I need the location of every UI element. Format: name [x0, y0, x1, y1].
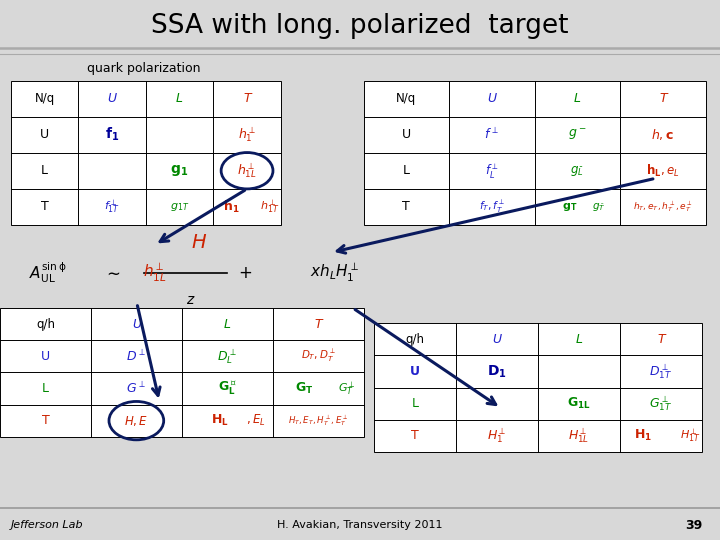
Text: $G^\perp$: $G^\perp$	[127, 381, 146, 396]
Text: L: L	[41, 164, 48, 177]
Text: $H, E$: $H, E$	[125, 414, 148, 428]
Text: $g_{1T}$: $g_{1T}$	[170, 201, 189, 213]
Text: quark polarization: quark polarization	[87, 62, 201, 75]
Text: $\mathbf{h_L}, e_L$: $\mathbf{h_L}, e_L$	[646, 163, 680, 179]
Text: $\mathbf{G_L^\perp}$: $\mathbf{G_L^\perp}$	[218, 380, 237, 397]
Text: U: U	[487, 92, 496, 105]
Text: $\mathbf{G_T}$: $\mathbf{G_T}$	[294, 381, 313, 396]
Text: H. Avakian, Transversity 2011: H. Avakian, Transversity 2011	[277, 520, 443, 530]
Text: 39: 39	[685, 519, 702, 532]
Text: $D_L^\perp$: $D_L^\perp$	[217, 347, 237, 366]
Text: $D_T, D_T^\perp$: $D_T, D_T^\perp$	[301, 348, 336, 364]
Text: T: T	[411, 429, 419, 442]
Text: Jefferson Lab: Jefferson Lab	[11, 520, 84, 530]
Text: $\mathbf{G_{1L}}$: $\mathbf{G_{1L}}$	[567, 396, 591, 411]
Text: $H$: $H$	[192, 233, 207, 252]
Text: U: U	[492, 333, 502, 346]
Text: $H_{1T}^\perp$: $H_{1T}^\perp$	[680, 427, 700, 444]
Text: $\mathbf{H_L}$: $\mathbf{H_L}$	[211, 413, 229, 428]
Text: T: T	[40, 200, 48, 213]
Text: q/h: q/h	[36, 318, 55, 330]
Text: $g^-$: $g^-$	[568, 127, 587, 143]
Bar	[0, 308, 364, 437]
Text: $\mathbf{H_1}$: $\mathbf{H_1}$	[634, 428, 652, 443]
Text: L: L	[412, 397, 419, 410]
Text: $H_T, E_T, H_T^\perp, E_T^\perp$: $H_T, E_T, H_T^\perp, E_T^\perp$	[288, 413, 348, 428]
Text: N/q: N/q	[35, 92, 55, 105]
Text: U: U	[107, 92, 117, 105]
Text: $f_{1T}^\perp$: $f_{1T}^\perp$	[104, 198, 120, 215]
Text: $h_{1L}^{\perp}$: $h_{1L}^{\perp}$	[237, 161, 257, 180]
Text: $\mathbf{h_1}$: $\mathbf{h_1}$	[223, 199, 240, 215]
Text: $\mathbf{g_T}$: $\mathbf{g_T}$	[562, 201, 578, 213]
Text: $h, \mathbf{c}$: $h, \mathbf{c}$	[652, 127, 675, 142]
Text: N/q: N/q	[396, 92, 416, 105]
Text: $\mathbf{D_1}$: $\mathbf{D_1}$	[487, 363, 507, 380]
Text: $D^\perp$: $D^\perp$	[127, 349, 146, 364]
Text: $g_{\bar{T}}$: $g_{\bar{T}}$	[593, 201, 606, 213]
Text: q/h: q/h	[406, 333, 425, 346]
Text: $h_T, e_T, h_T^\perp, e_T^\perp$: $h_T, e_T, h_T^\perp, e_T^\perp$	[633, 199, 693, 214]
Text: $f_T, f_T^\perp$: $f_T, f_T^\perp$	[479, 199, 505, 215]
Text: $H_{1L}^\perp$: $H_{1L}^\perp$	[569, 427, 590, 445]
Text: $, E_L$: $, E_L$	[246, 413, 266, 428]
Text: $g_{\bar{L}}$: $g_{\bar{L}}$	[570, 164, 585, 178]
Bar	[11, 81, 281, 225]
Text: $h_{1T}^\perp$: $h_{1T}^\perp$	[261, 198, 279, 215]
Text: $A_{\rm UL}^{\rm sin\,\phi}$: $A_{\rm UL}^{\rm sin\,\phi}$	[29, 260, 67, 285]
Bar	[374, 323, 702, 452]
Text: U: U	[410, 365, 420, 378]
Bar	[364, 81, 706, 225]
Text: $f_L^\perp$: $f_L^\perp$	[485, 161, 499, 180]
Text: T: T	[657, 333, 665, 346]
Text: $f^\perp$: $f^\perp$	[485, 127, 499, 143]
Text: L: L	[42, 382, 49, 395]
Text: L: L	[176, 92, 183, 105]
Text: T: T	[402, 200, 410, 213]
Text: T: T	[243, 92, 251, 105]
Text: T: T	[42, 414, 50, 427]
Text: U: U	[41, 350, 50, 363]
Text: T: T	[315, 318, 322, 330]
Text: $\mathbf{f_1}$: $\mathbf{f_1}$	[105, 126, 120, 144]
Text: SSA with long. polarized  target: SSA with long. polarized target	[151, 12, 569, 39]
Text: L: L	[574, 92, 581, 105]
Text: $\sim$: $\sim$	[103, 264, 120, 282]
Text: $H_1^\perp$: $H_1^\perp$	[487, 427, 507, 445]
Text: U: U	[40, 128, 49, 141]
Text: $z$: $z$	[186, 293, 196, 307]
Text: L: L	[576, 333, 582, 346]
Text: $G_{1T}^\perp$: $G_{1T}^\perp$	[649, 394, 672, 413]
Text: $\mathbf{g_1}$: $\mathbf{g_1}$	[171, 163, 189, 178]
Text: T: T	[659, 92, 667, 105]
Text: $D_{1T}^\perp$: $D_{1T}^\perp$	[649, 362, 672, 381]
Text: U: U	[402, 128, 411, 141]
Text: $h_1^\perp$: $h_1^\perp$	[238, 125, 256, 144]
Text: L: L	[403, 164, 410, 177]
Text: U: U	[132, 318, 141, 330]
Text: $xh_L H_1^\perp$: $xh_L H_1^\perp$	[310, 261, 359, 284]
Text: L: L	[224, 318, 230, 330]
Text: $G_T^\perp$: $G_T^\perp$	[338, 380, 356, 397]
Text: $h_{1L}^\perp$: $h_{1L}^\perp$	[143, 261, 166, 284]
Text: $+$: $+$	[238, 264, 252, 282]
